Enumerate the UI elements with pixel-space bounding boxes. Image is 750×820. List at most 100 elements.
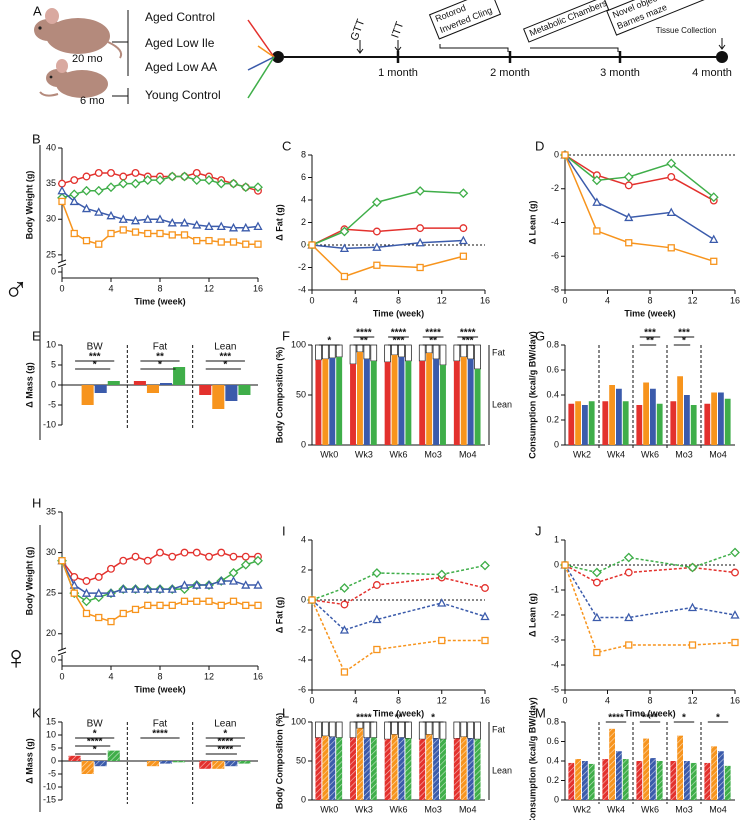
bar-remainder: [398, 344, 405, 358]
x-tick-label: 16: [730, 695, 740, 705]
bar-remainder: [439, 344, 447, 366]
y-tick-label: 0: [554, 149, 559, 159]
y-tick-label: 0: [554, 794, 559, 804]
x-tick-label: 8: [396, 695, 401, 705]
bar: [643, 382, 649, 445]
marker: [131, 228, 140, 236]
age-label: 20 mo: [72, 53, 103, 65]
bar: [588, 401, 595, 445]
marker: [593, 227, 601, 235]
y-axis-label: Body Composition (%): [274, 347, 284, 444]
bar-hatch: [391, 734, 398, 800]
marker: [70, 229, 78, 238]
group-label: Aged Control: [145, 10, 215, 24]
bar: [575, 401, 581, 445]
significance: ***: [89, 352, 101, 363]
series-line: [564, 154, 715, 198]
y-tick-label: 0: [301, 439, 306, 449]
series-line: [311, 244, 464, 278]
y-tick-label: 4: [301, 194, 306, 204]
bar-remainder: [467, 721, 474, 739]
marker: [131, 605, 140, 614]
marker: [142, 175, 153, 185]
bar-remainder: [370, 344, 378, 362]
marker: [623, 552, 634, 563]
y-tick-label: 50: [296, 389, 306, 399]
x-tick-label: 12: [687, 695, 697, 705]
bar: [704, 403, 711, 445]
bar-hatch: [677, 735, 683, 800]
marker: [254, 240, 262, 248]
bar-hatch: [336, 737, 343, 800]
bar: [391, 355, 398, 445]
event: GTT: [349, 17, 368, 42]
marker: [340, 668, 349, 676]
marker: [81, 185, 92, 196]
bar-remainder: [398, 721, 405, 738]
bar: [602, 401, 609, 445]
marker: [143, 584, 153, 593]
marker: [94, 572, 103, 581]
bar-hatch: [453, 738, 460, 800]
marker: [624, 181, 633, 190]
x-tick-label: 8: [647, 295, 652, 305]
x-tick-label: 16: [730, 295, 740, 305]
bar-hatch: [704, 762, 711, 800]
panel-letter: C: [282, 138, 291, 153]
y-tick-label: -2: [298, 624, 306, 634]
x-tick-label: Fat: [153, 342, 168, 353]
marker: [93, 185, 104, 196]
marker: [415, 186, 426, 196]
marker: [709, 234, 719, 244]
bar-remainder: [460, 721, 468, 738]
bar-hatch: [643, 738, 649, 800]
bar: [173, 367, 186, 385]
bar-hatch: [225, 761, 238, 767]
marker: [253, 182, 263, 193]
bar-remainder: [391, 721, 398, 735]
panel-letter: M: [535, 705, 546, 720]
y-tick-label: 0.8: [546, 716, 559, 726]
marker: [730, 610, 740, 619]
significance: **: [395, 713, 403, 724]
significance: ***: [644, 328, 656, 339]
marker: [240, 182, 251, 193]
significance: **: [429, 336, 437, 347]
marker: [373, 645, 381, 654]
panel-letter: L: [282, 705, 289, 720]
y-tick-label: 0.6: [546, 736, 559, 746]
marker: [667, 244, 675, 252]
marker: [193, 597, 201, 605]
bar-hatch: [94, 761, 107, 767]
timepoint: 4 month: [692, 67, 732, 79]
bar-remainder: [418, 344, 426, 362]
significance: *: [93, 745, 97, 756]
marker: [118, 178, 129, 189]
y-tick-label: -10: [43, 781, 56, 791]
marker: [228, 576, 239, 585]
stack-label: Lean: [492, 399, 512, 409]
bar: [315, 360, 322, 445]
y-axis-label: Δ Mass (g): [24, 738, 34, 783]
bar: [426, 353, 433, 445]
timepoint: 1 month: [378, 67, 418, 79]
marker: [710, 257, 718, 265]
marker: [593, 648, 601, 657]
marker: [253, 221, 263, 231]
bar-hatch: [724, 765, 731, 800]
start-dot: [272, 51, 284, 63]
y-tick-label: -2: [551, 609, 559, 619]
bar-remainder: [349, 344, 357, 365]
bar: [670, 401, 677, 445]
marker: [228, 178, 239, 189]
bar-hatch: [588, 763, 595, 800]
marker: [308, 241, 316, 249]
significance: ***: [462, 336, 474, 347]
bar-remainder: [425, 721, 433, 735]
marker: [155, 175, 165, 185]
y-axis-label: Body Weight (g): [24, 171, 34, 240]
marker: [57, 185, 67, 195]
marker: [131, 552, 140, 561]
significance: *: [223, 729, 227, 740]
